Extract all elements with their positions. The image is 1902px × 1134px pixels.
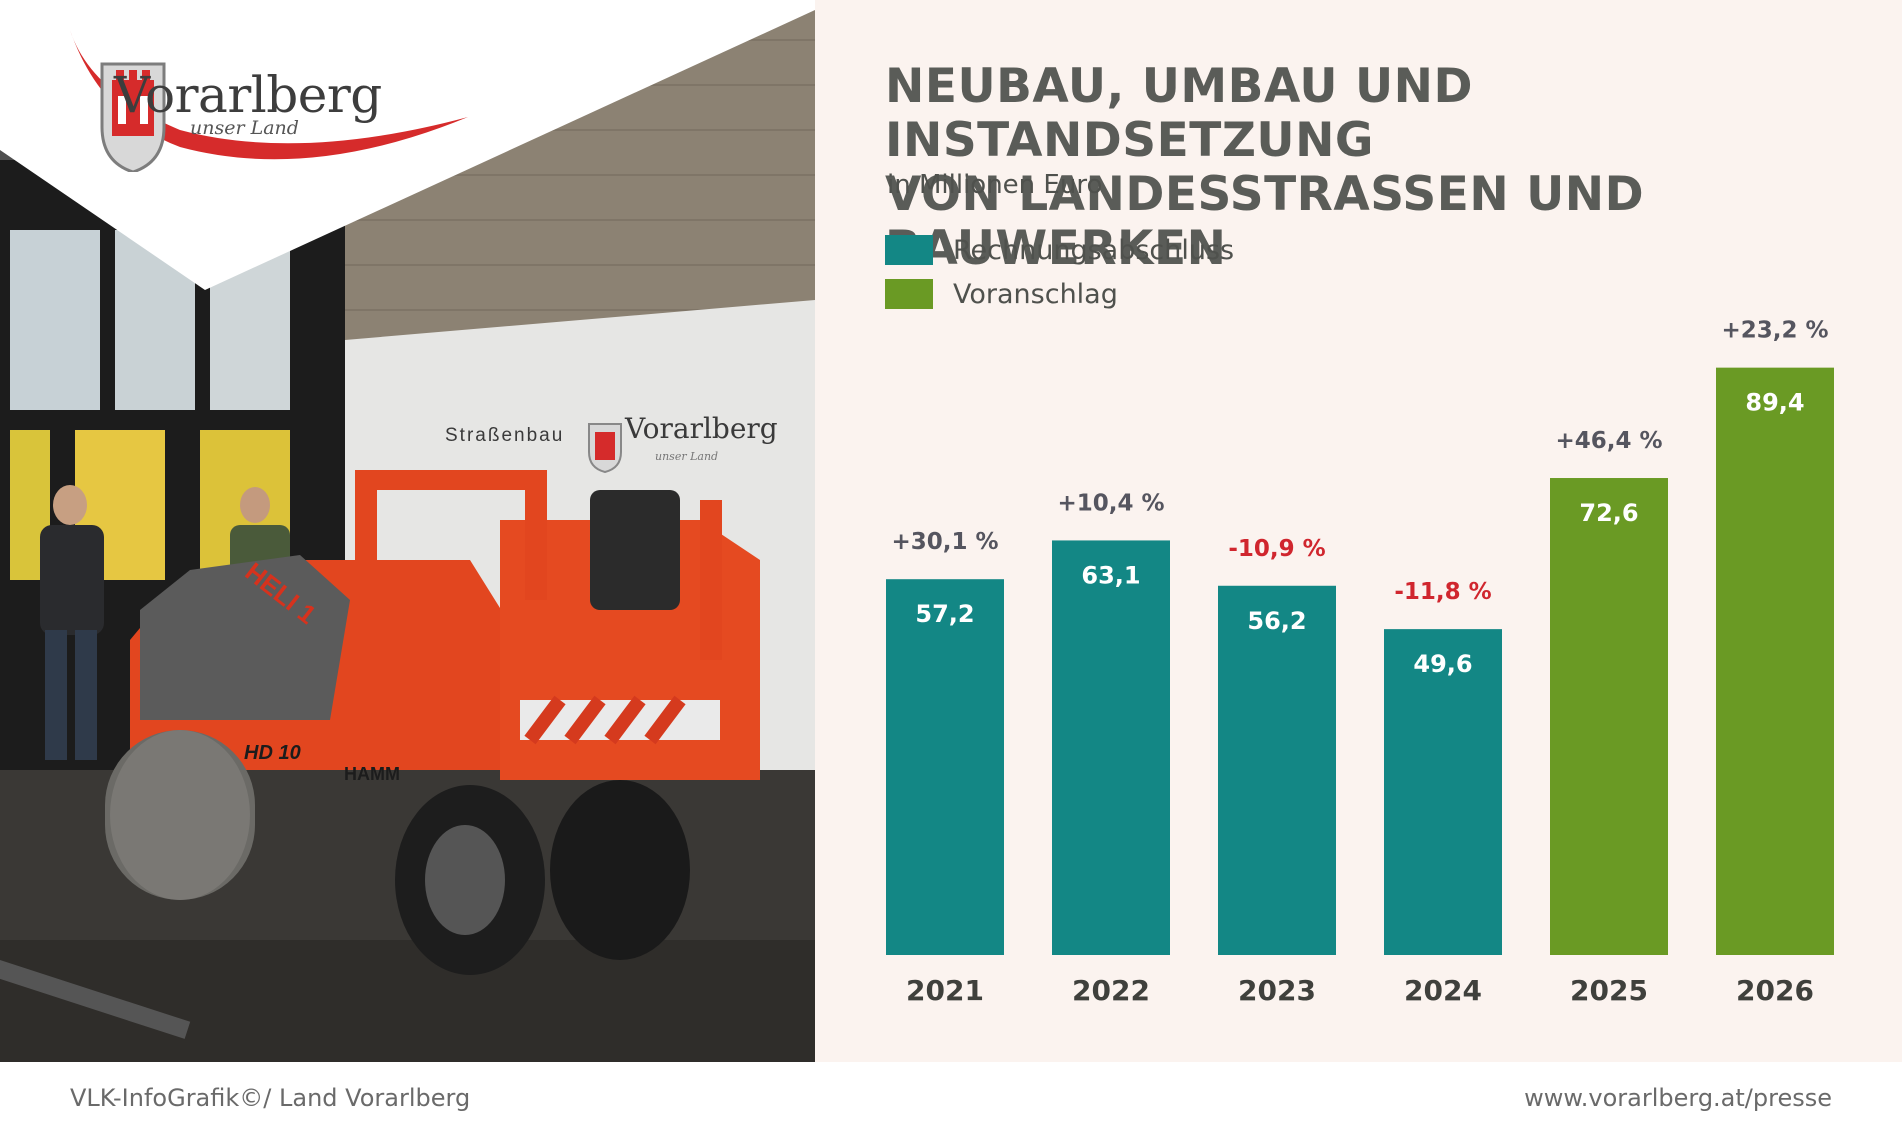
chart-title-line-2: VON LANDESSTRASSEN UND BAUWERKEN [885, 167, 1645, 276]
change-label-2025: +46,4 % [1555, 428, 1662, 454]
bar-value-label-2021: 57,2 [915, 600, 974, 628]
wall-sign-tagline: unser Land [655, 450, 719, 463]
bar-2024 [1384, 629, 1502, 955]
bar-2021 [886, 579, 1004, 955]
chart-title-line-1: NEUBAU, UMBAU UND INSTANDSETZUNG [885, 59, 1473, 168]
photo-road-roller: Straßenbau Vorarlberg unser Land HELI 1 … [0, 0, 815, 1062]
legend-item-rechnungsabschluss: Rechnungsabschluss [885, 234, 1234, 266]
change-label-2023: -10,9 % [1228, 536, 1325, 562]
bar-value-label-2024: 49,6 [1413, 650, 1472, 678]
bar-value-label-2025: 72,6 [1579, 499, 1638, 527]
chart-subtitle: in Millionen Euro [887, 170, 1103, 200]
footer: VLK-InfoGrafik©/ Land Vorarlberg www.vor… [0, 1062, 1902, 1134]
wall-sign-name: Vorarlberg [625, 412, 778, 445]
x-tick-label-2025: 2025 [1570, 974, 1648, 1007]
legend-swatch-rechnungsabschluss [885, 235, 933, 265]
bar-2023 [1218, 585, 1336, 955]
x-tick-label-2022: 2022 [1072, 974, 1150, 1007]
wall-sign-prefix: Straßenbau [445, 425, 565, 446]
x-tick-label-2024: 2024 [1404, 974, 1482, 1007]
chart-title: NEUBAU, UMBAU UND INSTANDSETZUNG VON LAN… [885, 60, 1902, 276]
roller-model: HD 10 [244, 742, 301, 764]
logo-name: Vorarlberg [114, 66, 382, 124]
x-tick-label-2021: 2021 [906, 974, 984, 1007]
wall-sign: Straßenbau [445, 425, 564, 447]
roller-brand: HAMM [344, 764, 400, 784]
x-tick-label-2026: 2026 [1736, 974, 1814, 1007]
legend-swatch-voranschlag [885, 279, 933, 309]
legend-label: Voranschlag [953, 278, 1118, 310]
wall-sign-coat-of-arms-icon [588, 423, 622, 474]
vorarlberg-logo [70, 30, 468, 172]
legend-item-voranschlag: Voranschlag [885, 278, 1234, 310]
bar-value-label-2022: 63,1 [1081, 561, 1140, 589]
logo-tagline: unser Land [190, 117, 299, 139]
bar-value-label-2023: 56,2 [1247, 607, 1306, 635]
bar-2026 [1716, 367, 1834, 956]
x-tick-label-2023: 2023 [1238, 974, 1316, 1007]
legend-label: Rechnungsabschluss [953, 234, 1235, 266]
footer-url: www.vorarlberg.at/presse [1524, 1084, 1832, 1112]
change-label-2024: -11,8 % [1394, 579, 1491, 605]
chart-panel: NEUBAU, UMBAU UND INSTANDSETZUNG VON LAN… [815, 0, 1902, 1062]
change-label-2026: +23,2 % [1721, 318, 1828, 344]
bar-2025 [1550, 478, 1668, 955]
bar-value-label-2026: 89,4 [1745, 389, 1804, 417]
change-label-2022: +10,4 % [1057, 490, 1164, 516]
change-label-2021: +30,1 % [891, 529, 998, 555]
bar-2022 [1052, 540, 1170, 955]
white-diagonal-overlay [0, 0, 815, 290]
chart-legend: Rechnungsabschluss Voranschlag [885, 234, 1234, 322]
bar-chart: 57,2 +30,1 % 2021 63,1 +10,4 % 2022 56,2 -10,9 … [886, 318, 1834, 1007]
footer-credit: VLK-InfoGrafik©/ Land Vorarlberg [70, 1084, 471, 1112]
